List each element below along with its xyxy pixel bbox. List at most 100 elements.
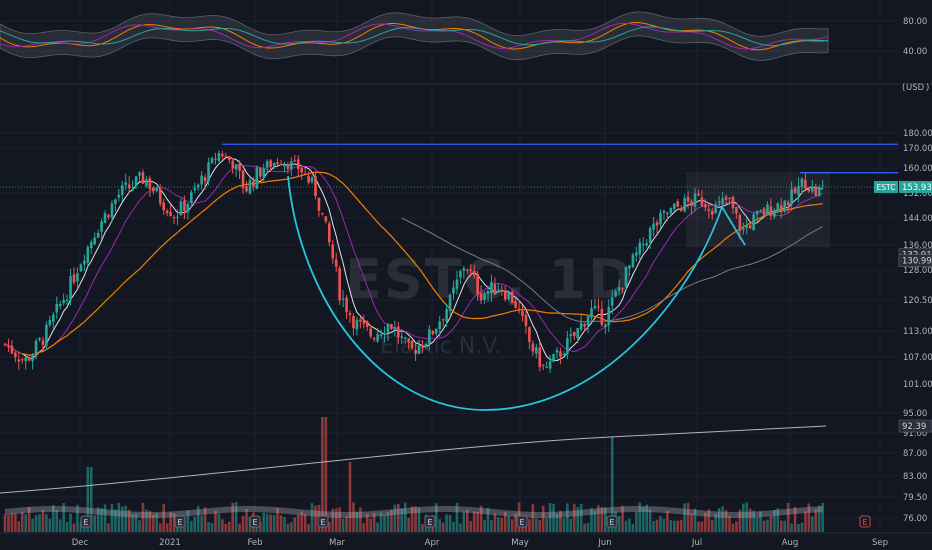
candle — [214, 152, 217, 165]
candle — [328, 221, 331, 247]
candle — [590, 299, 593, 321]
volume-bar — [328, 521, 331, 532]
candle — [666, 211, 669, 221]
candle — [307, 171, 310, 185]
candle — [76, 267, 79, 288]
date-tick-label: Feb — [247, 538, 262, 548]
candle-body — [124, 182, 128, 185]
candle — [593, 298, 597, 311]
earnings-marker-label: E — [252, 518, 257, 527]
volume-bar — [3, 514, 7, 532]
candle — [38, 336, 41, 342]
candle — [127, 176, 131, 194]
candle-body — [328, 223, 331, 243]
candle-body — [673, 203, 676, 209]
volume-bar — [797, 523, 800, 532]
candle — [407, 338, 410, 350]
candle — [697, 189, 700, 197]
volume-bar — [7, 514, 10, 532]
volume-bar — [697, 521, 700, 532]
candle-body — [383, 333, 386, 335]
candle — [807, 186, 811, 193]
candle — [303, 167, 307, 175]
volume-bar — [355, 511, 359, 532]
candle — [586, 316, 590, 334]
candle-body — [717, 201, 721, 203]
candle — [383, 326, 386, 343]
volume-bar — [776, 508, 780, 532]
candle — [503, 285, 507, 302]
price-tick-label: 113.00 — [903, 327, 932, 337]
volume-bar — [55, 509, 59, 532]
price-tag-value-box — [898, 254, 932, 267]
candle-body — [811, 186, 814, 192]
earnings-marker-box — [249, 515, 261, 528]
oscillator-line-purple — [0, 22, 829, 50]
candle-body — [704, 204, 707, 208]
candle-body — [14, 352, 17, 358]
candle-body — [759, 210, 762, 212]
candle-body — [38, 338, 41, 340]
candle-body — [507, 292, 510, 300]
oscillator-tick-label: 40.00 — [903, 47, 927, 57]
oscillator-band — [0, 11, 829, 61]
candle — [569, 327, 573, 343]
volume-bar — [752, 510, 755, 532]
volume-bar — [579, 504, 583, 532]
candle-body — [479, 293, 483, 301]
volume-bar — [72, 523, 76, 532]
candle — [234, 164, 238, 177]
volume-bar — [76, 504, 79, 532]
candle-body — [486, 290, 490, 294]
candle — [700, 190, 704, 207]
candle — [241, 169, 245, 194]
candle-body — [410, 340, 414, 349]
candle-body — [697, 193, 700, 196]
candle-body — [676, 201, 680, 207]
candle-body — [700, 197, 704, 206]
volume-bar — [497, 517, 500, 532]
cup-curve — [287, 175, 723, 411]
candle-body — [241, 170, 245, 189]
candle-body — [234, 164, 238, 170]
price-tag-value: 92.39 — [902, 422, 926, 432]
candle-body — [762, 208, 766, 216]
candle — [628, 264, 631, 276]
candle-body — [334, 259, 338, 267]
candle-body — [590, 308, 593, 318]
volume-bar — [466, 509, 469, 532]
candle-body — [359, 319, 362, 322]
candle-body — [535, 347, 538, 354]
candle — [41, 336, 45, 351]
candle-body — [797, 185, 800, 196]
candle-body — [821, 185, 824, 187]
price-tick-label: 136.00 — [903, 241, 932, 251]
price-axis-panel[interactable] — [898, 0, 932, 536]
volume-bar — [662, 518, 666, 532]
volume-bar — [669, 520, 673, 532]
earnings-marker: E — [174, 515, 186, 528]
price-tick-label: 87.00 — [903, 449, 927, 459]
candle-body — [645, 243, 648, 246]
volume-bar — [217, 513, 221, 532]
candle — [390, 323, 393, 330]
volume-bar — [773, 509, 776, 532]
candle — [648, 225, 652, 249]
candle — [31, 353, 34, 370]
candle-body — [224, 155, 228, 157]
candle — [617, 279, 621, 296]
volume-bar — [779, 520, 783, 532]
price-tick-label: 160.00 — [903, 164, 932, 174]
candle — [742, 222, 745, 235]
date-axis-panel[interactable] — [0, 533, 932, 550]
volume-bar — [566, 503, 569, 532]
candle — [138, 171, 141, 182]
volume-bar — [434, 503, 438, 532]
volume-bar — [214, 510, 217, 532]
volume-bar — [514, 513, 517, 532]
price-tag-value-box — [898, 419, 932, 433]
candle-body — [773, 211, 776, 217]
candle — [472, 264, 476, 280]
candle — [755, 210, 759, 222]
